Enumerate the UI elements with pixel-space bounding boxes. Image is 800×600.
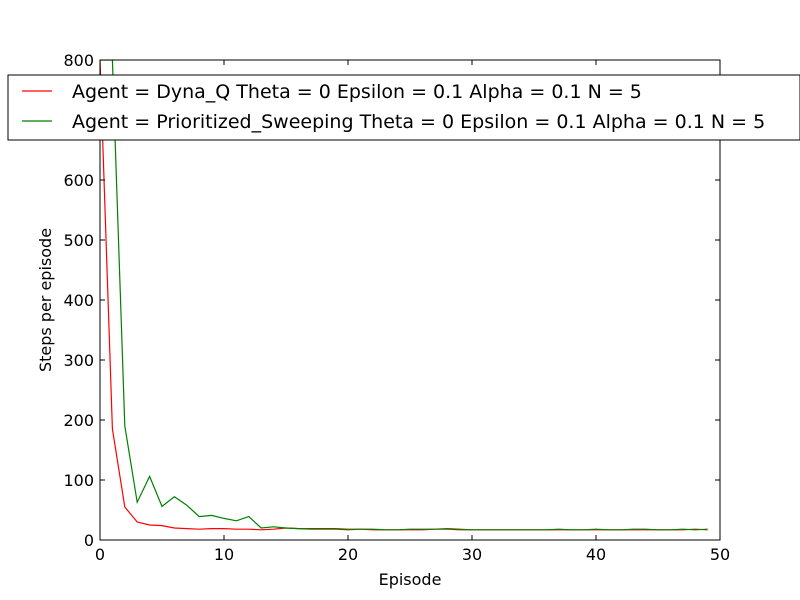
x-tick-label: 30 — [462, 545, 482, 564]
y-tick-label: 200 — [63, 411, 94, 430]
x-tick-label: 50 — [710, 545, 730, 564]
legend: Agent = Dyna_Q Theta = 0 Epsilon = 0.1 A… — [7, 74, 800, 141]
x-tick-label: 0 — [95, 545, 105, 564]
y-tick-label: 600 — [63, 171, 94, 190]
ticks-layer: 010203040500100200300400500600700800 — [63, 51, 730, 564]
legend-label-prioritized-sweeping: Agent = Prioritized_Sweeping Theta = 0 E… — [72, 111, 765, 133]
y-tick-label: 100 — [63, 471, 94, 490]
legend-label-dyna-q: Agent = Dyna_Q Theta = 0 Epsilon = 0.1 A… — [72, 81, 642, 103]
x-axis-title: Episode — [379, 570, 442, 589]
y-tick-label: 800 — [63, 51, 94, 70]
x-tick-label: 10 — [214, 545, 234, 564]
x-tick-label: 20 — [338, 545, 358, 564]
y-axis-title: Steps per episode — [36, 228, 55, 372]
y-tick-label: 300 — [63, 351, 94, 370]
y-tick-label: 400 — [63, 291, 94, 310]
x-tick-label: 40 — [586, 545, 606, 564]
y-tick-label: 0 — [84, 531, 94, 550]
series-line-prioritized-sweeping — [100, 60, 708, 531]
legend-box — [7, 74, 800, 141]
series-layer — [100, 60, 708, 531]
y-tick-label: 500 — [63, 231, 94, 250]
